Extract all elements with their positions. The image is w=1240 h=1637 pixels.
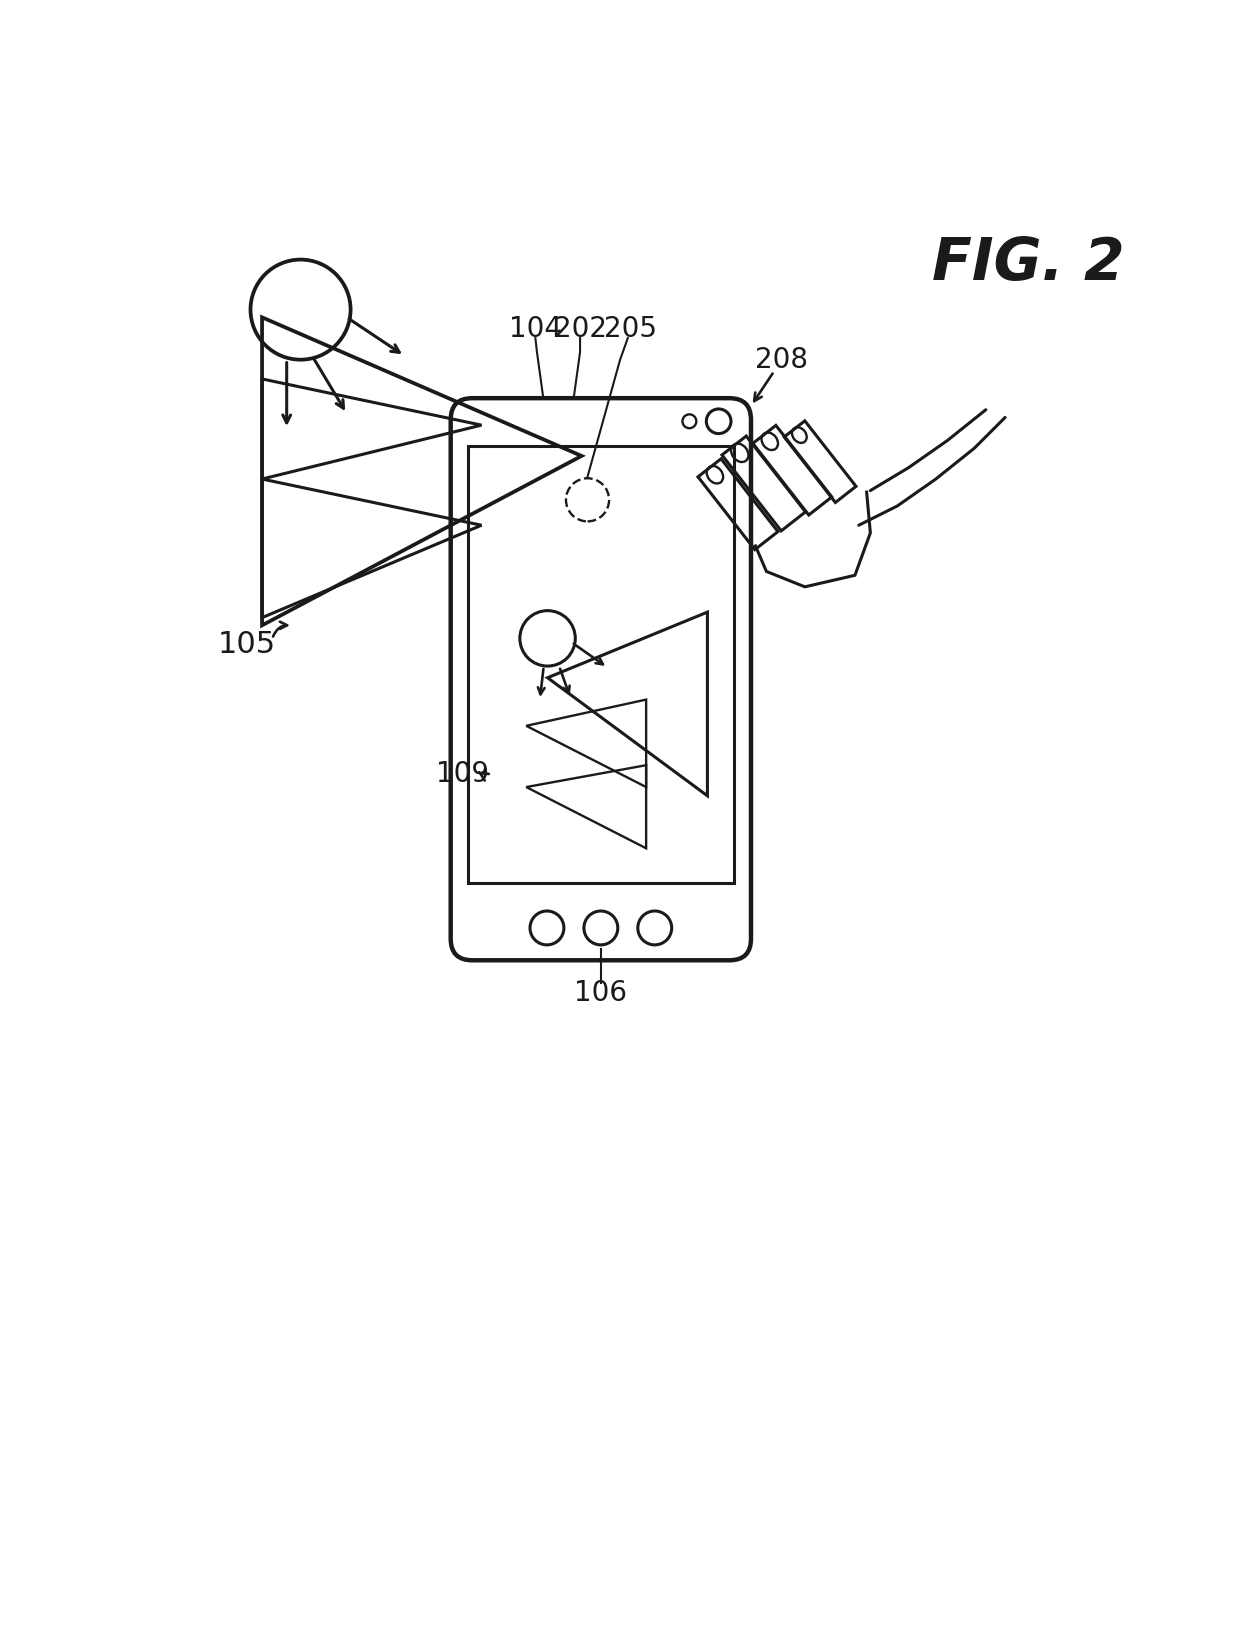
Text: 106: 106 — [574, 979, 627, 1007]
Text: 109: 109 — [435, 760, 489, 787]
Text: 104: 104 — [508, 314, 562, 342]
Text: 202: 202 — [553, 314, 606, 342]
Text: 208: 208 — [755, 345, 808, 373]
Text: 205: 205 — [604, 314, 657, 342]
Text: 105: 105 — [217, 630, 275, 660]
Text: FIG. 2: FIG. 2 — [932, 236, 1125, 291]
Bar — [467, 445, 734, 884]
